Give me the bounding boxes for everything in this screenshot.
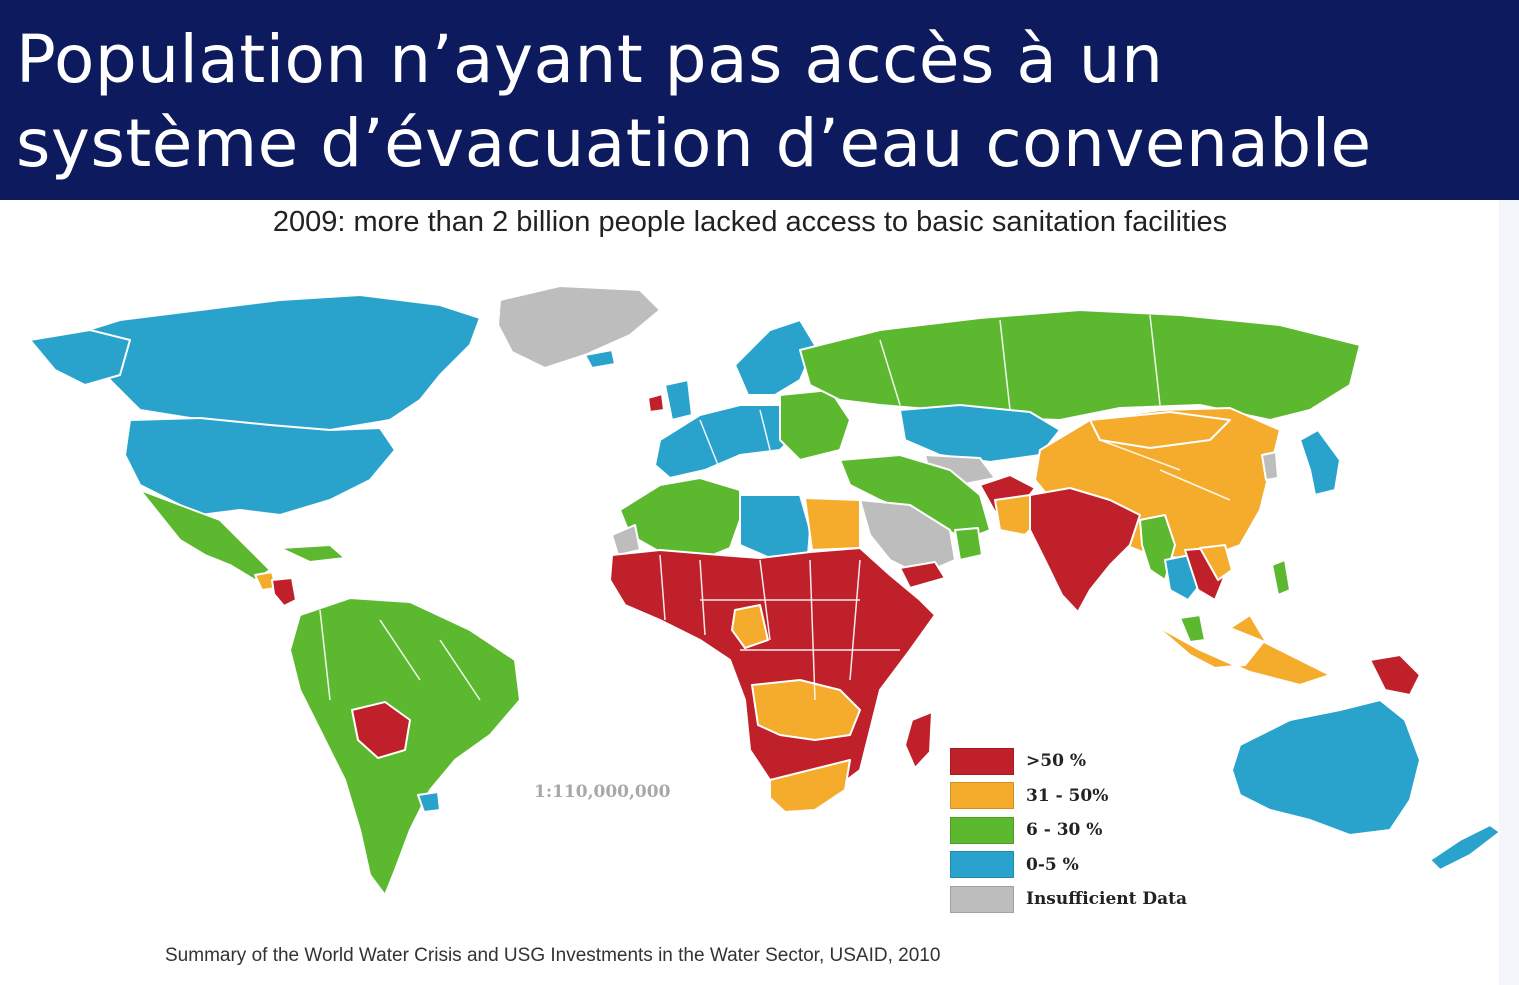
region-australia <box>1231 699 1421 836</box>
legend-swatch-over-50 <box>950 747 1014 775</box>
legend-label-6-30: 6 - 30 % <box>1026 820 1103 841</box>
region-new-zealand <box>1429 824 1500 871</box>
region-indonesia <box>1154 614 1331 686</box>
region-uruguay <box>417 791 441 813</box>
region-iceland <box>584 349 616 369</box>
map-source-citation: Summary of the World Water Crisis and US… <box>165 945 941 966</box>
region-usa <box>124 417 396 516</box>
region-ireland <box>647 393 665 413</box>
map-scale: 1:110,000,000 <box>534 782 671 802</box>
region-mexico <box>139 489 271 581</box>
map-subtitle: 2009: more than 2 billion people lacked … <box>272 206 1228 238</box>
region-caribbean <box>279 544 346 563</box>
legend-swatch-6-30 <box>950 816 1014 844</box>
region-libya <box>739 494 811 559</box>
legend-swatch-0-5 <box>950 851 1014 879</box>
region-uk <box>664 379 693 421</box>
region-yemen <box>899 561 946 589</box>
legend-label-31-50: 31 - 50% <box>1026 785 1109 806</box>
region-canada <box>39 294 481 431</box>
world-sanitation-map <box>29 285 1500 896</box>
region-greenland <box>497 285 661 369</box>
region-malaysia <box>1179 614 1206 643</box>
legend-label-insufficient-data: Insufficient Data <box>1026 889 1188 910</box>
legend-item-0-5: 0-5 % <box>950 848 1187 883</box>
region-alaska <box>29 329 131 386</box>
region-sub-saharan-africa <box>609 547 936 791</box>
legend-item-insufficient-data: Insufficient Data <box>950 882 1187 917</box>
slide-title-line-2: système d’évacuation d’eau convenable <box>16 105 1372 182</box>
legend-label-0-5: 0-5 % <box>1026 854 1079 875</box>
legend-item-31-50: 31 - 50% <box>950 779 1187 814</box>
region-central-america-red <box>271 577 297 607</box>
region-korea <box>1261 451 1279 481</box>
region-oman <box>954 527 983 561</box>
region-madagascar <box>904 711 933 769</box>
legend-item-over-50: >50 % <box>950 744 1187 779</box>
legend-label-over-50: >50 % <box>1026 751 1086 772</box>
legend-item-6-30: 6 - 30 % <box>950 813 1187 848</box>
legend-swatch-insufficient-data <box>950 885 1014 913</box>
region-north-africa <box>619 477 741 561</box>
region-vietnam <box>1199 544 1233 581</box>
slide-title-bar: Population n’ayant pas accès à un systèm… <box>0 0 1519 200</box>
region-philippines <box>1271 559 1291 596</box>
region-south-africa <box>769 759 851 813</box>
legend-swatch-31-50 <box>950 782 1014 810</box>
slide-title-line-1: Population n’ayant pas accès à un <box>16 21 1164 98</box>
region-egypt <box>804 497 861 551</box>
region-southern-africa-orange <box>751 679 861 741</box>
region-bolivia <box>351 701 411 759</box>
region-papua-new-guinea <box>1369 654 1421 696</box>
region-russia <box>799 309 1361 421</box>
map-legend: >50 % 31 - 50% 6 - 30 % 0-5 % Insufficie… <box>950 744 1187 917</box>
region-west-central-africa-orange <box>731 604 769 649</box>
region-japan <box>1299 429 1341 496</box>
region-western-sahara <box>611 524 641 556</box>
slide-edge-strip <box>1499 200 1519 985</box>
region-india <box>1029 487 1141 613</box>
